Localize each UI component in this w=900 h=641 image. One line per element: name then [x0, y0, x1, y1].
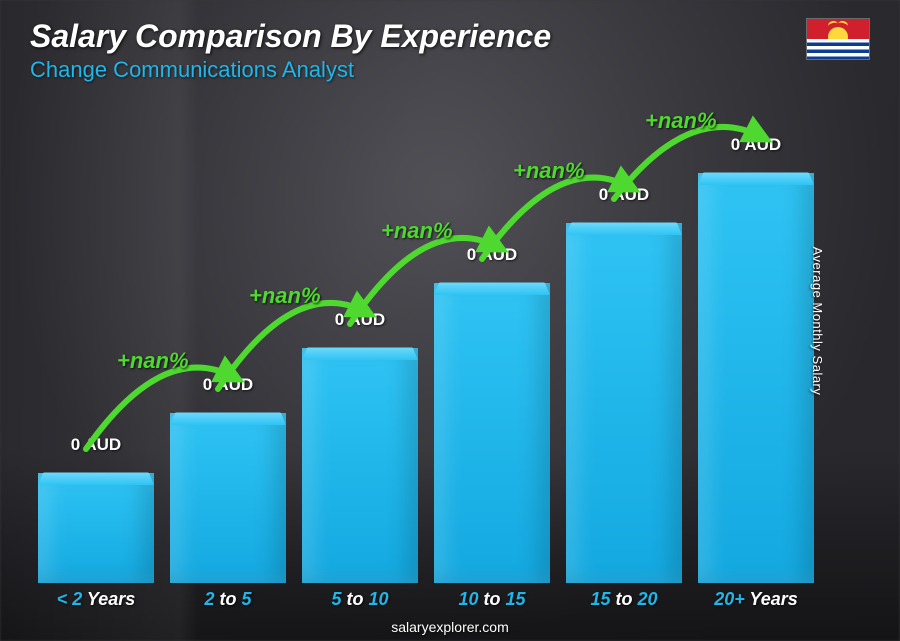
- bar-fill: [698, 173, 814, 583]
- bar: 0 AUD: [294, 348, 426, 583]
- growth-label: +nan%: [645, 108, 717, 134]
- x-axis-category: 5 to 10: [294, 589, 426, 610]
- bar-value-label: 0 AUD: [294, 310, 426, 330]
- bar-fill: [566, 223, 682, 583]
- chart-container: Salary Comparison By Experience Change C…: [0, 0, 900, 641]
- bar: 0 AUD: [30, 473, 162, 583]
- page-subtitle: Change Communications Analyst: [30, 57, 870, 83]
- x-axis-labels: < 2 Years2 to 55 to 1010 to 1515 to 2020…: [30, 589, 840, 613]
- bar-fill: [38, 473, 154, 583]
- bar-fill: [170, 413, 286, 583]
- page-title: Salary Comparison By Experience: [30, 18, 870, 55]
- y-axis-label: Average Monthly Salary: [810, 246, 825, 395]
- flag-top: [807, 19, 869, 39]
- growth-label: +nan%: [381, 218, 453, 244]
- growth-label: +nan%: [249, 283, 321, 309]
- growth-label: +nan%: [117, 348, 189, 374]
- bar-value-label: 0 AUD: [558, 185, 690, 205]
- x-axis-category: < 2 Years: [30, 589, 162, 610]
- x-axis-category: 20+ Years: [690, 589, 822, 610]
- bar: 0 AUD: [558, 223, 690, 583]
- bar-fill: [434, 283, 550, 583]
- footer-attribution: salaryexplorer.com: [0, 619, 900, 635]
- bar-value-label: 0 AUD: [162, 375, 294, 395]
- bar: 0 AUD: [690, 173, 822, 583]
- growth-label: +nan%: [513, 158, 585, 184]
- x-axis-category: 10 to 15: [426, 589, 558, 610]
- flag-waves: [807, 39, 869, 59]
- bar: 0 AUD: [426, 283, 558, 583]
- bar-value-label: 0 AUD: [690, 135, 822, 155]
- x-axis-category: 2 to 5: [162, 589, 294, 610]
- x-axis-category: 15 to 20: [558, 589, 690, 610]
- bar: 0 AUD: [162, 413, 294, 583]
- bar-value-label: 0 AUD: [30, 435, 162, 455]
- bar-chart: 0 AUD0 AUD+nan%0 AUD+nan%0 AUD+nan%0 AUD…: [30, 100, 840, 583]
- country-flag-kiribati: [806, 18, 870, 60]
- bar-fill: [302, 348, 418, 583]
- bar-value-label: 0 AUD: [426, 245, 558, 265]
